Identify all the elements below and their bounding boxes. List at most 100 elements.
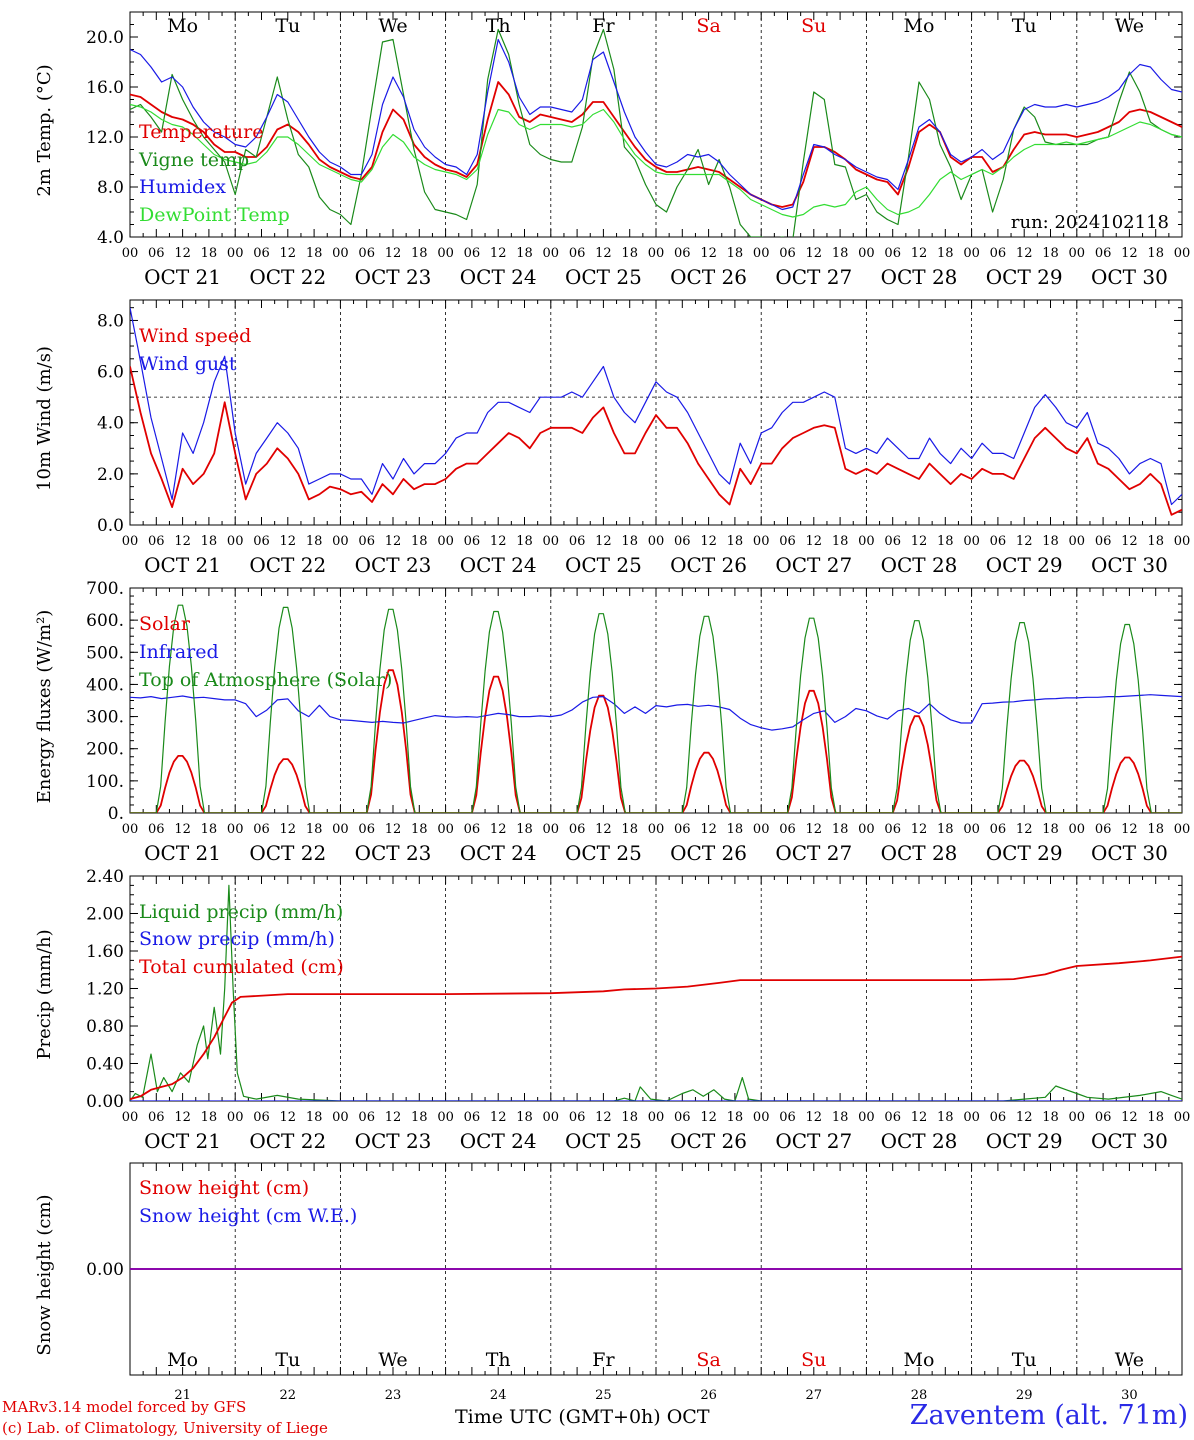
hour-tick-label: 00 <box>858 822 875 837</box>
y-tick-label: 2.00 <box>86 905 124 925</box>
y-tick-label: 1.20 <box>86 980 124 1000</box>
y-tick-label: 0.00 <box>86 1260 124 1280</box>
y-tick-label: 2.0 <box>97 465 124 485</box>
hour-tick-label: 12 <box>595 534 612 549</box>
hour-tick-label: 06 <box>884 246 901 261</box>
weekday-label: We <box>378 15 407 37</box>
y-tick-label: 6.0 <box>97 363 124 383</box>
hour-tick-label: 12 <box>174 534 191 549</box>
hour-tick-label: 06 <box>253 822 270 837</box>
hour-tick-label: 06 <box>464 246 481 261</box>
series-line <box>130 694 1182 731</box>
hour-tick-label: 12 <box>700 246 717 261</box>
hour-tick-label: 00 <box>437 246 454 261</box>
hour-tick-label: 00 <box>332 534 349 549</box>
hour-tick-label: 06 <box>990 822 1007 837</box>
y-tick-label: 4.0 <box>97 414 124 434</box>
y-tick-label: 600. <box>86 611 124 631</box>
hour-tick-label: 12 <box>700 534 717 549</box>
credit-lab: (c) Lab. of Climatology, University of L… <box>2 1419 328 1437</box>
date-label: OCT 21 <box>144 265 221 289</box>
x-axis-title: Time UTC (GMT+0h) OCT <box>455 1406 710 1428</box>
hour-tick-label: 06 <box>1095 1110 1112 1125</box>
y-axis-label: 10m Wind (m/s) <box>34 346 55 491</box>
hour-tick-label: 06 <box>253 534 270 549</box>
hour-tick-label: 06 <box>674 534 691 549</box>
y-axis-label: Precip (mm/h) <box>34 929 55 1059</box>
hour-tick-label: 00 <box>963 246 980 261</box>
weekday-label: Th <box>486 15 511 37</box>
hour-tick-label: 12 <box>280 246 297 261</box>
weekday-label: Sa <box>696 1349 720 1371</box>
y-tick-label: 200. <box>86 740 124 760</box>
hour-tick-label: 12 <box>1121 246 1138 261</box>
hour-tick-label: 00 <box>1174 246 1191 261</box>
hour-tick-label: 18 <box>411 1110 428 1125</box>
hour-tick-label: 00 <box>1069 246 1086 261</box>
hour-tick-label: 00 <box>543 246 560 261</box>
hour-tick-label: 12 <box>280 534 297 549</box>
hour-tick-label: 06 <box>779 1110 796 1125</box>
hour-tick-label: 12 <box>911 246 928 261</box>
hour-tick-label: 12 <box>911 822 928 837</box>
hour-tick-label: 12 <box>174 1110 191 1125</box>
date-label: OCT 30 <box>1091 265 1168 289</box>
hour-tick-label: 00 <box>437 1110 454 1125</box>
hour-tick-label: 18 <box>727 246 744 261</box>
hour-tick-label: 18 <box>1042 534 1059 549</box>
hour-tick-label: 12 <box>385 246 402 261</box>
date-label: OCT 25 <box>565 553 642 577</box>
hour-tick-label: 18 <box>201 246 218 261</box>
y-tick-label: 0. <box>108 804 124 824</box>
hour-tick-label: 06 <box>674 822 691 837</box>
date-label: OCT 24 <box>460 553 537 577</box>
hour-tick-label: 18 <box>516 534 533 549</box>
series-group <box>130 307 1182 516</box>
hour-tick-label: 06 <box>358 822 375 837</box>
hour-tick-label: 00 <box>437 822 454 837</box>
hour-tick-label: 00 <box>543 822 560 837</box>
hour-tick-label: 18 <box>727 534 744 549</box>
hour-tick-label: 06 <box>674 1110 691 1125</box>
legend-entry: Wind speed <box>139 325 251 347</box>
hour-tick-label: 00 <box>1174 534 1191 549</box>
hour-tick-label: 06 <box>990 246 1007 261</box>
date-label: OCT 22 <box>249 553 326 577</box>
hour-tick-label: 18 <box>621 534 638 549</box>
date-label: OCT 29 <box>986 265 1063 289</box>
panel-2: 0.0 2.0 4.0 6.0 8.0 10m Wind (m/s) 00 06 12 18 00 0… <box>34 299 1191 577</box>
hour-tick-label: 18 <box>1147 534 1164 549</box>
hour-tick-label: 12 <box>1121 1110 1138 1125</box>
y-tick-label: 2.40 <box>86 867 124 887</box>
day-number-label: 26 <box>700 1388 717 1403</box>
hour-tick-label: 06 <box>884 534 901 549</box>
date-label: OCT 25 <box>565 1129 642 1153</box>
hour-tick-label: 00 <box>332 822 349 837</box>
hour-tick-label: 18 <box>201 822 218 837</box>
y-tick-label: 8.0 <box>97 311 124 331</box>
day-number-label: 30 <box>1121 1388 1138 1403</box>
hour-tick-label: 12 <box>1016 534 1033 549</box>
hour-tick-label: 12 <box>700 1110 717 1125</box>
hour-tick-label: 06 <box>1095 534 1112 549</box>
hour-tick-label: 12 <box>490 534 507 549</box>
date-label: OCT 24 <box>460 1129 537 1153</box>
hour-tick-label: 18 <box>832 1110 849 1125</box>
hour-tick-label: 12 <box>490 1110 507 1125</box>
hour-tick-label: 12 <box>911 534 928 549</box>
date-label: OCT 28 <box>881 553 958 577</box>
hour-tick-label: 00 <box>1174 822 1191 837</box>
y-axis-label: Energy fluxes (W/m²) <box>34 610 55 804</box>
legend-entry: Snow precip (mm/h) <box>139 928 335 950</box>
hour-tick-label: 00 <box>227 822 244 837</box>
hour-tick-label: 00 <box>963 534 980 549</box>
date-label: OCT 27 <box>775 265 852 289</box>
weekday-label: Tu <box>275 1349 300 1371</box>
hour-tick-label: 18 <box>937 1110 954 1125</box>
date-label: OCT 28 <box>881 841 958 865</box>
hour-tick-label: 00 <box>437 534 454 549</box>
hour-tick-label: 18 <box>201 534 218 549</box>
day-number-label: 27 <box>806 1388 823 1403</box>
hour-tick-label: 18 <box>937 822 954 837</box>
